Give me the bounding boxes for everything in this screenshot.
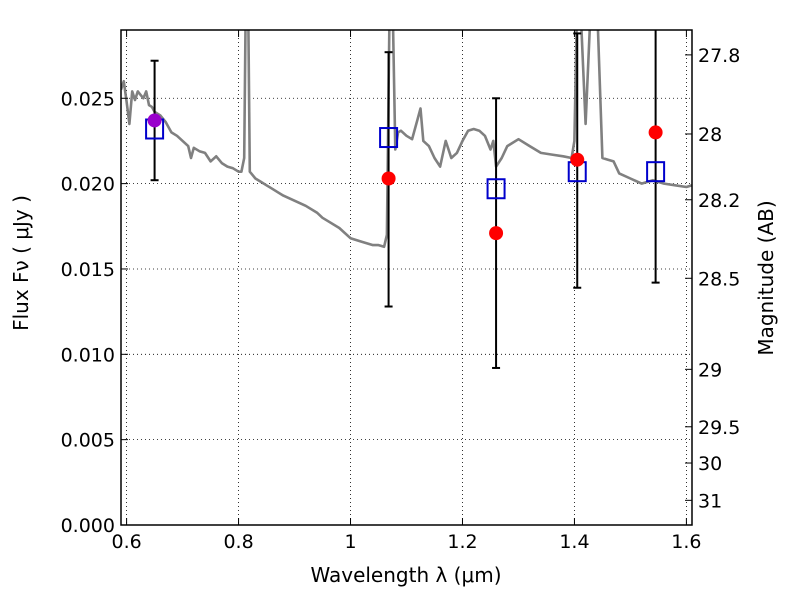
observed-point <box>648 125 663 140</box>
y-tick-label: 0.000 <box>61 515 115 537</box>
mag-tick-label: 28.2 <box>698 190 740 212</box>
spectrum-line <box>121 30 692 249</box>
y-tick-label: 0.020 <box>61 174 115 196</box>
y-tick-label: 0.015 <box>61 259 115 281</box>
model-point <box>486 178 506 200</box>
x-tick-label: 1.2 <box>447 531 477 553</box>
y-axis-label: Flux Fν ( μJy ) <box>9 195 33 331</box>
plot-frame <box>120 29 693 526</box>
x-tick-label: 1.4 <box>559 531 589 553</box>
grid <box>121 30 692 526</box>
x-tick-label: 0.6 <box>111 531 141 553</box>
mag-tick-label: 28.5 <box>698 268 740 290</box>
x-tick-label: 1 <box>344 531 356 553</box>
y-tick-label: 0.010 <box>61 344 115 366</box>
model-point <box>646 161 666 183</box>
mag-tick-label: 29 <box>698 359 722 381</box>
x-axis-label: Wavelength λ (μm) <box>310 563 501 587</box>
mag-tick-label: 27.8 <box>698 45 740 67</box>
y-tick-label: 0.005 <box>61 430 115 452</box>
mag-tick-label: 28 <box>698 124 722 146</box>
observed-point <box>489 226 504 241</box>
axes <box>120 29 693 526</box>
x-tick-label: 0.8 <box>223 531 253 553</box>
observed-point <box>147 113 162 128</box>
model-point <box>379 127 399 149</box>
tick-labels: 0.6 0.8 1 1.2 1.4 1.6 0.000 0.005 0.010 0.015 0.02… <box>61 45 741 553</box>
x-tick-label: 1.6 <box>671 531 701 553</box>
observed-point <box>381 171 396 186</box>
error-bar <box>651 30 660 284</box>
mag-tick-label: 31 <box>698 490 722 512</box>
mag-tick-label: 30 <box>698 453 722 475</box>
plot-area <box>121 30 692 369</box>
observed-point <box>570 152 585 167</box>
y2-axis-label: Magnitude (AB) <box>754 200 778 355</box>
y-tick-label: 0.025 <box>61 88 115 110</box>
mag-tick-label: 29.5 <box>698 417 740 439</box>
